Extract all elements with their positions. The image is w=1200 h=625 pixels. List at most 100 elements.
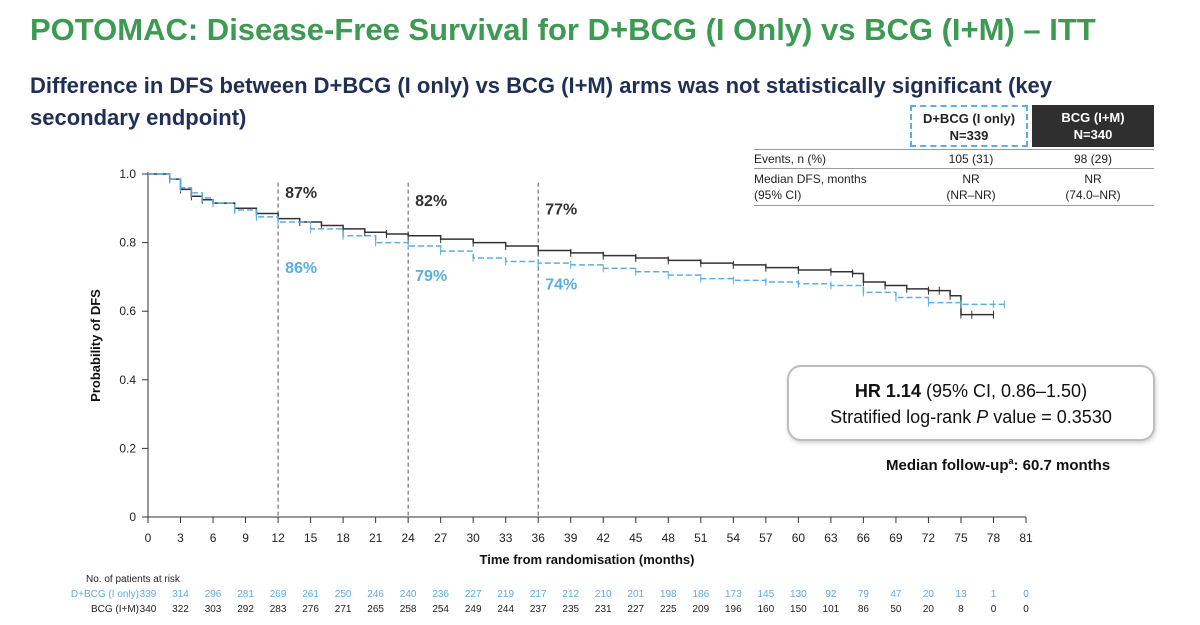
at-risk-title: No. of patients at risk: [86, 574, 181, 585]
at-risk-value: 145: [758, 589, 775, 600]
median-dfs-arm2: NR: [1084, 172, 1102, 186]
x-tick-label: 39: [564, 531, 578, 545]
hazard-ratio-box: HR 1.14 (95% CI, 0.86–1.50) Stratified l…: [787, 365, 1155, 441]
stats-table: D+BCG (I only) N=339 BCG (I+M) N=340 Eve…: [754, 105, 1154, 206]
x-tick-label: 0: [145, 531, 152, 545]
median-followup-value: : 60.7 months: [1013, 457, 1111, 474]
at-risk-value: 13: [955, 589, 967, 600]
at-risk-value: 340: [140, 604, 157, 615]
pvalue-value: value = 0.3530: [988, 407, 1112, 427]
hr-ci: (95% CI, 0.86–1.50): [920, 381, 1088, 401]
at-risk-value: 101: [823, 604, 840, 615]
at-risk-value: 269: [270, 589, 287, 600]
at-risk-value: 276: [302, 604, 319, 615]
at-risk-value: 265: [367, 604, 384, 615]
at-risk-value: 240: [400, 589, 417, 600]
at-risk-value: 196: [725, 604, 742, 615]
at-risk-value: 150: [790, 604, 807, 615]
at-risk-value: 254: [432, 604, 449, 615]
at-risk-value: 246: [367, 589, 384, 600]
median-dfs-ci-label: (95% CI): [754, 188, 802, 202]
median-dfs-arm2-ci: (74.0–NR): [1065, 188, 1121, 202]
at-risk-value: 173: [725, 589, 742, 600]
at-risk-value: 201: [627, 589, 644, 600]
at-risk-value: 209: [692, 604, 709, 615]
x-tick-label: 75: [954, 531, 968, 545]
at-risk-value: 210: [595, 589, 612, 600]
at-risk-value: 0: [1023, 589, 1029, 600]
at-risk-value: 47: [890, 589, 902, 600]
x-tick-label: 54: [727, 531, 741, 545]
at-risk-value: 303: [205, 604, 222, 615]
x-tick-label: 6: [210, 531, 217, 545]
at-risk-value: 292: [237, 604, 254, 615]
at-risk-value: 219: [497, 589, 514, 600]
at-risk-value: 244: [497, 604, 514, 615]
y-tick-label: 0.6: [119, 304, 136, 318]
at-risk-value: 236: [432, 589, 449, 600]
at-risk-label: BCG (I+M): [91, 604, 139, 615]
at-risk-value: 296: [205, 589, 222, 600]
x-tick-label: 27: [434, 531, 448, 545]
landmark-label-dbcg: 79%: [415, 268, 447, 285]
at-risk-value: 20: [923, 604, 935, 615]
x-tick-label: 30: [467, 531, 481, 545]
median-dfs-row: Median DFS, months (95% CI) NR (NR–NR) N…: [754, 168, 1154, 206]
at-risk-value: 50: [890, 604, 902, 615]
at-risk-value: 237: [530, 604, 547, 615]
at-risk-value: 283: [270, 604, 287, 615]
at-risk-value: 281: [237, 589, 254, 600]
at-risk-value: 271: [335, 604, 352, 615]
at-risk-value: 198: [660, 589, 677, 600]
at-risk-value: 250: [335, 589, 352, 600]
at-risk-value: 339: [140, 589, 157, 600]
at-risk-value: 217: [530, 589, 547, 600]
landmark-label-dbcg: 74%: [545, 276, 577, 293]
x-tick-label: 63: [824, 531, 838, 545]
at-risk-value: 227: [627, 604, 644, 615]
median-followup-footnote: a: [1008, 456, 1014, 466]
arm1-n: N=339: [949, 128, 989, 143]
x-tick-label: 33: [499, 531, 513, 545]
arm2-name: BCG (I+M): [1061, 110, 1125, 125]
arm1-name: D+BCG (I only): [922, 111, 1016, 126]
at-risk-value: 225: [660, 604, 677, 615]
x-axis-label: Time from randomisation (months): [480, 552, 695, 567]
at-risk-value: 130: [790, 589, 807, 600]
x-tick-label: 57: [759, 531, 773, 545]
x-tick-label: 24: [401, 531, 415, 545]
events-label: Events, n (%): [754, 152, 827, 166]
x-tick-label: 45: [629, 531, 643, 545]
x-tick-label: 3: [177, 531, 184, 545]
at-risk-value: 20: [923, 589, 935, 600]
x-tick-label: 81: [1019, 531, 1033, 545]
x-tick-label: 51: [694, 531, 708, 545]
at-risk-value: 249: [465, 604, 482, 615]
median-followup-text: Median follow-up: [886, 457, 1009, 474]
landmark-label-bcg: 77%: [545, 201, 577, 218]
x-tick-label: 48: [662, 531, 676, 545]
x-tick-label: 66: [857, 531, 871, 545]
at-risk-value: 79: [858, 589, 870, 600]
at-risk-value: 231: [595, 604, 612, 615]
x-tick-label: 78: [987, 531, 1001, 545]
x-tick-label: 69: [889, 531, 903, 545]
at-risk-value: 314: [172, 589, 189, 600]
y-tick-label: 0.4: [119, 373, 136, 387]
at-risk-value: 86: [858, 604, 870, 615]
events-arm1: 105 (31): [948, 152, 994, 166]
at-risk-value: 261: [302, 589, 319, 600]
page-title: POTOMAC: Disease-Free Survival for D+BCG…: [30, 12, 1096, 47]
at-risk-value: 92: [825, 589, 837, 600]
y-tick-label: 0.2: [119, 441, 136, 455]
at-risk-value: 227: [465, 589, 482, 600]
median-dfs-label: Median DFS, months: [754, 172, 867, 186]
page-subtitle: Difference in DFS between D+BCG (I only)…: [30, 73, 1053, 130]
y-tick-label: 0: [129, 510, 136, 524]
at-risk-value: 0: [1023, 604, 1029, 615]
x-tick-label: 42: [597, 531, 611, 545]
x-tick-label: 21: [369, 531, 383, 545]
x-tick-label: 12: [271, 531, 285, 545]
at-risk-value: 8: [958, 604, 964, 615]
